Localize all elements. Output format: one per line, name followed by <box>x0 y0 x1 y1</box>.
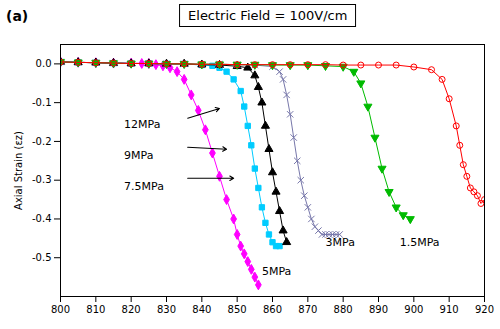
svg-text:12MPa: 12MPa <box>124 117 160 130</box>
svg-text:Axial Strain (εz): Axial Strain (εz) <box>13 131 24 210</box>
svg-text:9MPa: 9MPa <box>124 149 153 162</box>
html-text:(a): (a) <box>6 8 29 24</box>
svg-text:0.0: 0.0 <box>36 58 52 69</box>
svg-text:-0.3: -0.3 <box>32 174 52 185</box>
svg-text:900: 900 <box>404 304 423 315</box>
svg-text:3MPa: 3MPa <box>326 236 355 249</box>
html-text:Electric Field = 100V/cm: Electric Field = 100V/cm <box>188 8 348 23</box>
svg-text:1.5MPa: 1.5MPa <box>400 236 440 249</box>
svg-text:910: 910 <box>440 304 459 315</box>
svg-text:920: 920 <box>475 304 494 315</box>
svg-text:850: 850 <box>228 304 247 315</box>
svg-text:860: 860 <box>263 304 282 315</box>
svg-text:820: 820 <box>122 304 141 315</box>
svg-text:810: 810 <box>86 304 105 315</box>
svg-text:-0.1: -0.1 <box>32 97 52 108</box>
svg-text:-0.5: -0.5 <box>32 252 52 263</box>
svg-text:-0.4: -0.4 <box>32 213 52 224</box>
svg-text:7.5MPa: 7.5MPa <box>124 180 164 193</box>
svg-text:-0.2: -0.2 <box>32 136 52 147</box>
svg-text:890: 890 <box>369 304 388 315</box>
svg-text:830: 830 <box>157 304 176 315</box>
svg-text:5MPa: 5MPa <box>262 265 291 278</box>
svg-text:840: 840 <box>192 304 211 315</box>
svg-text:800: 800 <box>51 304 70 315</box>
svg-text:870: 870 <box>298 304 317 315</box>
svg-text:880: 880 <box>334 304 353 315</box>
